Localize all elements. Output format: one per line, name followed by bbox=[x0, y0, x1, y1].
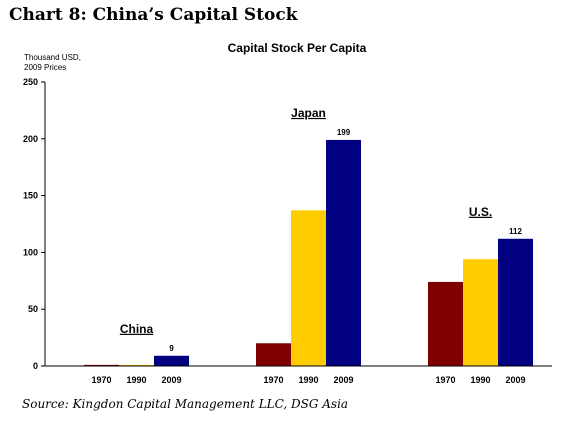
x-tick-label: 2009 bbox=[161, 375, 181, 385]
x-tick-labels: 1970 1990 2009 1970 1990 2009 1970 1990 2009 bbox=[91, 375, 525, 385]
bar bbox=[498, 238, 533, 366]
page-title: Chart 8: China’s Capital Stock bbox=[9, 5, 298, 25]
y-axis-label-line-2: 2009 Prices bbox=[24, 63, 66, 72]
x-tick-label: 1990 bbox=[126, 375, 146, 385]
x-tick-label: 1970 bbox=[263, 375, 283, 385]
x-tick-label: 1970 bbox=[435, 375, 455, 385]
group-label: China bbox=[120, 322, 154, 336]
bar bbox=[428, 281, 463, 366]
y-axis-ticks: 0 50 100 150 200 250 bbox=[23, 77, 45, 371]
y-tick-label: 50 bbox=[28, 304, 38, 314]
data-label: 9 bbox=[169, 344, 174, 353]
x-tick-label: 2009 bbox=[505, 375, 525, 385]
bar bbox=[256, 343, 291, 366]
source-note: Source: Kingdon Capital Management LLC, … bbox=[22, 397, 349, 411]
bar bbox=[463, 259, 498, 366]
bars: 9 199 112 bbox=[84, 128, 533, 366]
group-labels: China Japan U.S. bbox=[120, 106, 492, 336]
bar bbox=[119, 364, 154, 366]
y-tick-label: 150 bbox=[23, 191, 38, 201]
y-axis-label-line-1: Thousand USD, bbox=[24, 53, 81, 62]
data-label: 199 bbox=[337, 128, 351, 137]
bar bbox=[84, 364, 119, 366]
x-tick-label: 1990 bbox=[298, 375, 318, 385]
x-tick-label: 1970 bbox=[91, 375, 111, 385]
bar bbox=[326, 139, 361, 366]
bar bbox=[154, 355, 189, 366]
group-label: U.S. bbox=[469, 205, 492, 219]
group-label: Japan bbox=[291, 106, 326, 120]
x-tick-label: 1990 bbox=[470, 375, 490, 385]
bar bbox=[291, 210, 326, 366]
y-tick-label: 200 bbox=[23, 134, 38, 144]
x-tick-label: 2009 bbox=[333, 375, 353, 385]
y-tick-label: 0 bbox=[33, 361, 38, 371]
chart-title: Capital Stock Per Capita bbox=[228, 41, 367, 55]
y-tick-label: 250 bbox=[23, 77, 38, 87]
data-label: 112 bbox=[509, 227, 522, 236]
y-tick-label: 100 bbox=[23, 247, 38, 257]
